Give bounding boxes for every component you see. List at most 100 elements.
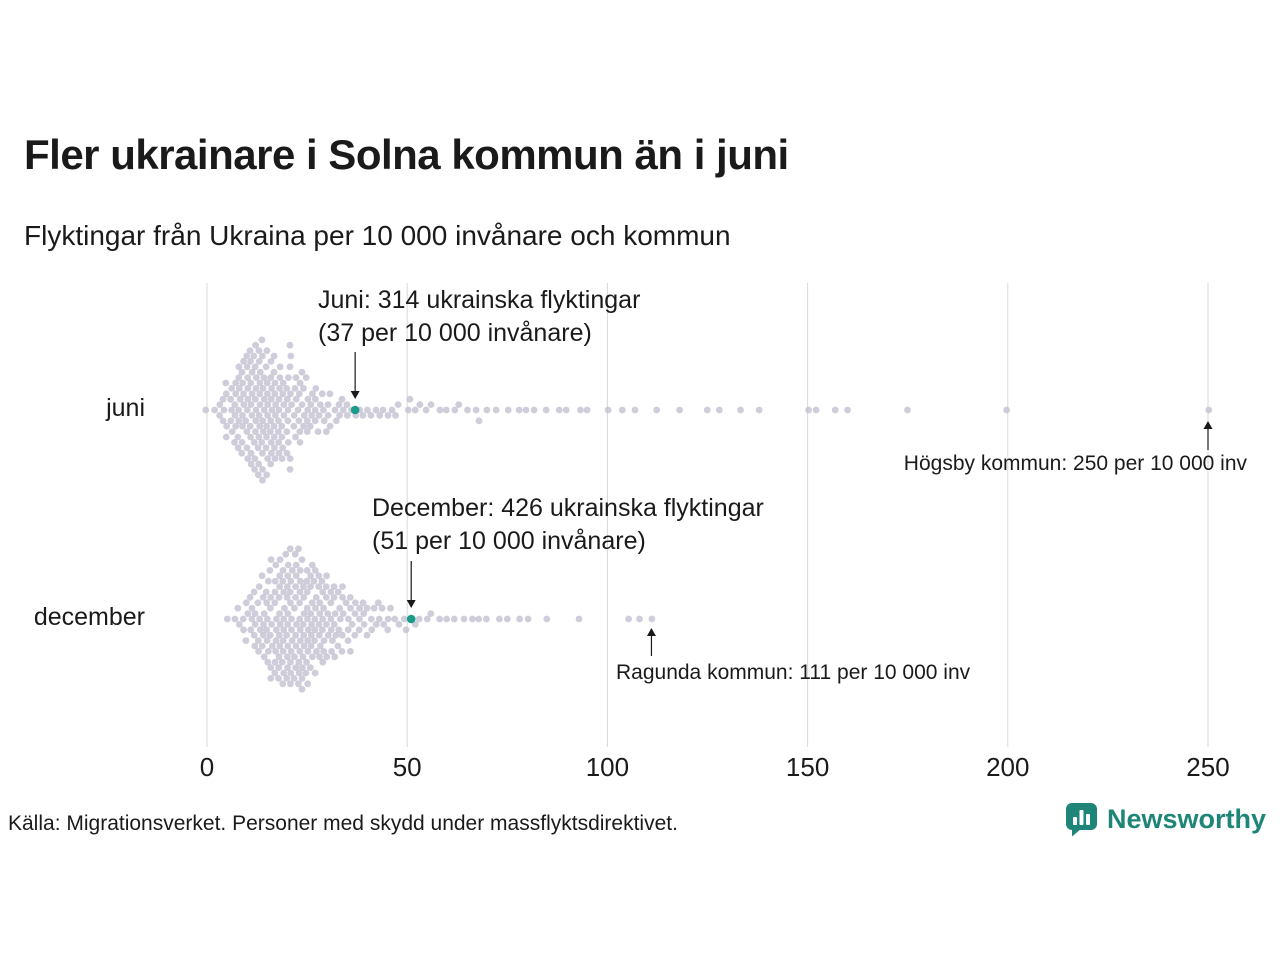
swarm-dot: [384, 412, 392, 419]
swarm-dot: [336, 615, 344, 623]
annotation-december-line2: (51 per 10 000 invånare): [372, 527, 646, 555]
swarm-dot: [238, 368, 246, 376]
swarm-dot: [320, 637, 328, 644]
swarm-dot: [368, 626, 376, 634]
swarm-dot: [805, 406, 812, 414]
swarm-dot: [264, 615, 271, 623]
swarm-dot: [235, 385, 243, 392]
swarm-dot: [288, 567, 296, 574]
swarm-dot: [259, 352, 266, 360]
swarm-dot: [231, 615, 239, 623]
swarm-dot: [264, 658, 272, 666]
swarm-dot: [320, 417, 328, 425]
swarm-dot: [283, 583, 291, 590]
swarm-dot: [255, 583, 263, 590]
swarm-dot: [562, 406, 570, 414]
highlight-dot-juni: [350, 405, 360, 415]
swarm-dot: [255, 347, 263, 354]
swarm-dot: [1205, 406, 1213, 414]
swarm-dot: [283, 428, 291, 435]
swarm-dot: [303, 658, 310, 666]
swarm-dot: [292, 374, 300, 381]
swarm-dot: [329, 637, 336, 644]
swarm-dot: [264, 455, 271, 462]
swarm-dot: [251, 621, 259, 628]
swarm-dot: [359, 412, 367, 419]
swarm-dot: [302, 669, 310, 677]
swarm-dot: [283, 395, 291, 403]
swarm-dot: [303, 417, 311, 425]
swarm-dot: [422, 406, 430, 414]
swarm-dot: [296, 599, 303, 607]
swarm-dot: [288, 626, 295, 634]
swarm-dot: [258, 572, 266, 580]
swarm-dot: [262, 444, 270, 452]
swarm-dot: [267, 358, 275, 365]
swarm-dot: [287, 648, 295, 655]
swarm-dot: [280, 626, 288, 634]
swarm-dot: [278, 422, 286, 430]
swarm-dot: [272, 412, 279, 419]
swarm-dot: [260, 653, 268, 661]
swarm-dot: [298, 368, 306, 376]
swarm-dot: [239, 412, 246, 419]
swarm-dot: [287, 390, 294, 398]
swarm-dot: [288, 615, 295, 623]
swarm-dot: [392, 412, 399, 419]
swarm-dot: [303, 428, 311, 435]
swarm-dot: [276, 621, 284, 628]
swarm-dot: [266, 604, 274, 612]
swarm-dot: [330, 583, 338, 590]
swarm-dot: [300, 610, 308, 617]
swarm-dot: [323, 428, 330, 435]
swarm-dot: [274, 428, 282, 435]
swarm-dot: [342, 599, 350, 607]
swarm-dot: [252, 385, 260, 392]
swarm-dot: [286, 545, 294, 553]
swarm-dot: [246, 347, 254, 354]
swarm-dot: [307, 631, 315, 639]
swarm-dot: [272, 626, 280, 634]
swarm-dot: [307, 583, 314, 590]
swarm-dot: [475, 417, 483, 425]
swarm-dot: [202, 406, 210, 414]
swarm-dot: [359, 599, 367, 607]
swarm-dot: [256, 626, 264, 634]
swarm-dots: [202, 336, 1213, 693]
swarm-dot: [231, 439, 238, 446]
swarm-dot: [263, 433, 270, 441]
swarm-dot: [216, 412, 224, 419]
swarm-dot: [275, 653, 283, 661]
swarm-dot: [292, 433, 299, 441]
swarm-dot: [284, 572, 292, 580]
swarm-dot: [335, 401, 343, 408]
swarm-dot: [311, 669, 319, 677]
swarm-dot: [411, 406, 419, 414]
swarm-dot: [232, 422, 240, 430]
swarm-dot: [278, 433, 286, 441]
swarm-dot: [228, 406, 236, 414]
swarm-dot: [332, 631, 340, 639]
swarm-dot: [268, 621, 275, 628]
swarm-dot: [272, 401, 280, 408]
swarm-dot: [278, 455, 286, 462]
x-tick-label: 150: [785, 752, 830, 782]
swarm-dot: [287, 577, 295, 585]
swarm-dot: [296, 439, 304, 446]
swarm-dot: [260, 374, 268, 381]
swarm-dot: [331, 653, 339, 661]
swarm-dot: [304, 395, 312, 403]
swarm-dot: [515, 406, 523, 414]
swarm-dot: [247, 449, 255, 457]
swarm-dot: [309, 390, 316, 398]
swarm-dot: [296, 588, 304, 596]
swarm-dot: [223, 615, 231, 623]
swarm-dot: [248, 412, 256, 419]
swarm-dot: [327, 615, 335, 623]
swarm-dot: [307, 642, 315, 650]
swarm-dot: [524, 615, 532, 623]
swarm-dot: [450, 615, 458, 623]
swarm-dot: [275, 631, 283, 639]
swarm-dot: [292, 594, 299, 601]
swarm-dot: [356, 604, 363, 612]
